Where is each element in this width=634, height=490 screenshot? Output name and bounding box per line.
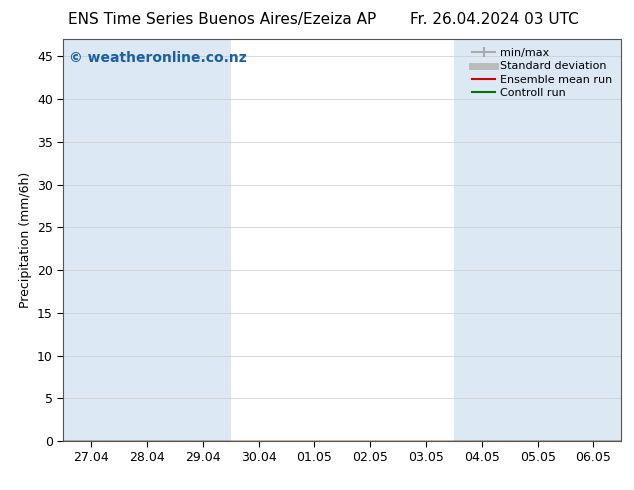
Text: ENS Time Series Buenos Aires/Ezeiza AP: ENS Time Series Buenos Aires/Ezeiza AP [68,12,376,27]
Text: © weatheronline.co.nz: © weatheronline.co.nz [69,51,247,65]
Bar [63,39,119,441]
Bar [454,39,566,441]
Text: Fr. 26.04.2024 03 UTC: Fr. 26.04.2024 03 UTC [410,12,579,27]
Bar [119,39,231,441]
Y-axis label: Precipitation (mm/6h): Precipitation (mm/6h) [18,172,32,308]
Bar [566,39,621,441]
Legend: min/max, Standard deviation, Ensemble mean run, Controll run: min/max, Standard deviation, Ensemble me… [469,45,616,101]
